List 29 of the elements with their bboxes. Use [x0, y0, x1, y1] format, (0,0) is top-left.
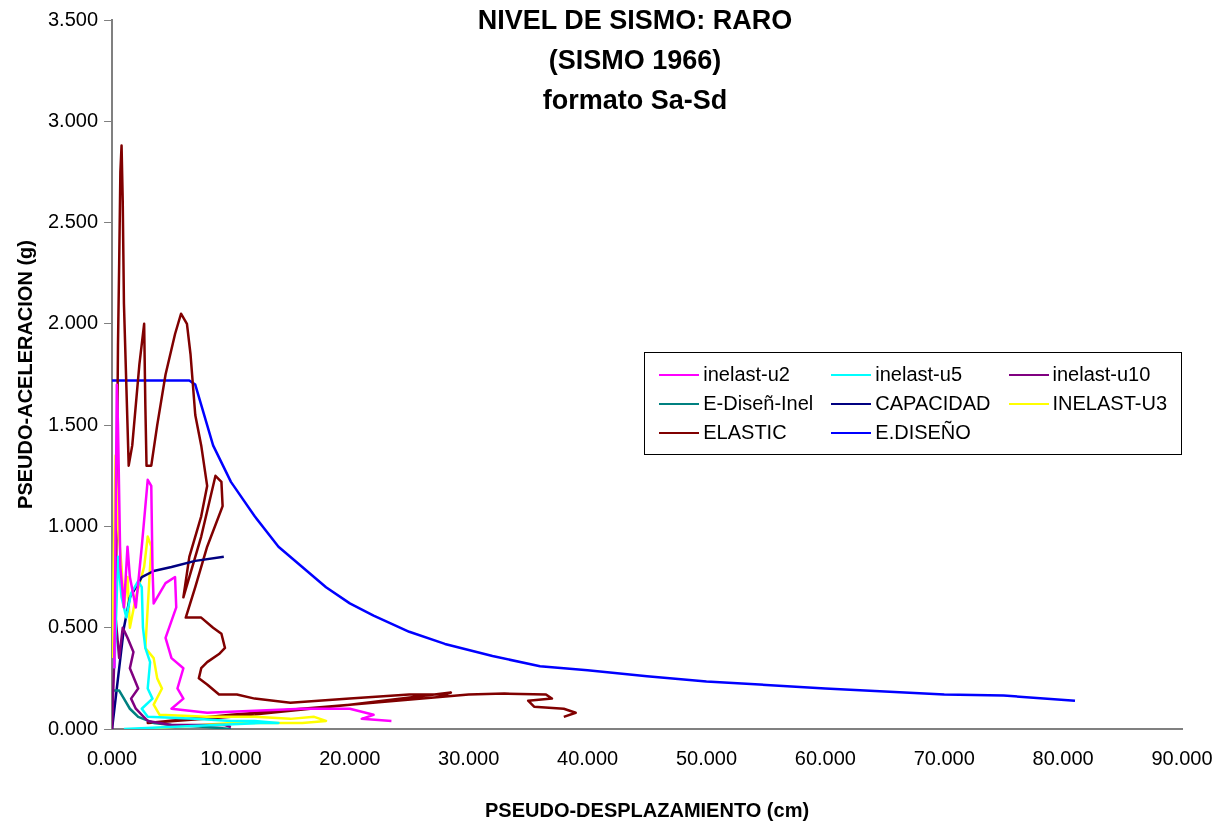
- y-tick-label: 3.000: [47, 108, 99, 131]
- y-tick-label: 1.000: [47, 513, 99, 536]
- x-tick-label: 50.000: [675, 746, 738, 769]
- y-axis-title: PSEUDO-ACELERACION (g): [13, 240, 36, 509]
- y-tick-label: 1.500: [47, 412, 99, 435]
- text: NIVEL DE SISMO: RARO (SISMO 1966) formato Sa-Sd: [477, 4, 793, 115]
- x-axis-title: PSEUDO-DESPLAZAMIENTO (cm): [484, 798, 810, 821]
- legend-label: INELAST-U3: [1052, 392, 1167, 415]
- x-tick-label: 30.000: [438, 746, 500, 769]
- x-tick-label: 90.000: [1151, 746, 1213, 769]
- legend-label: inelast-u10: [1052, 363, 1151, 386]
- x-tick-label: 10.000: [200, 746, 262, 769]
- x-tick-label: 70.000: [913, 746, 975, 769]
- legend-label: E.DISEÑO: [875, 421, 971, 444]
- y-tick-label: 0.000: [47, 716, 99, 739]
- y-tick-label: 2.000: [47, 311, 99, 334]
- legend-label: CAPACIDAD: [875, 392, 991, 415]
- legend-label: ELASTIC: [703, 421, 787, 444]
- x-tick-label: 40.000: [557, 746, 619, 769]
- y-tick-label: 0.500: [47, 615, 99, 638]
- legend-label: inelast-u2: [703, 363, 790, 386]
- legend-label: inelast-u5: [875, 363, 963, 386]
- x-tick-label: 80.000: [1032, 746, 1094, 769]
- x-tick-label: 0.000: [87, 746, 138, 769]
- legend-label: E-Diseñ-Inel: [703, 392, 814, 415]
- y-tick-label: 3.500: [47, 7, 99, 30]
- y-tick-label: 2.500: [47, 210, 99, 233]
- x-tick-label: 20.000: [319, 746, 381, 769]
- x-tick-label: 60.000: [794, 746, 856, 769]
